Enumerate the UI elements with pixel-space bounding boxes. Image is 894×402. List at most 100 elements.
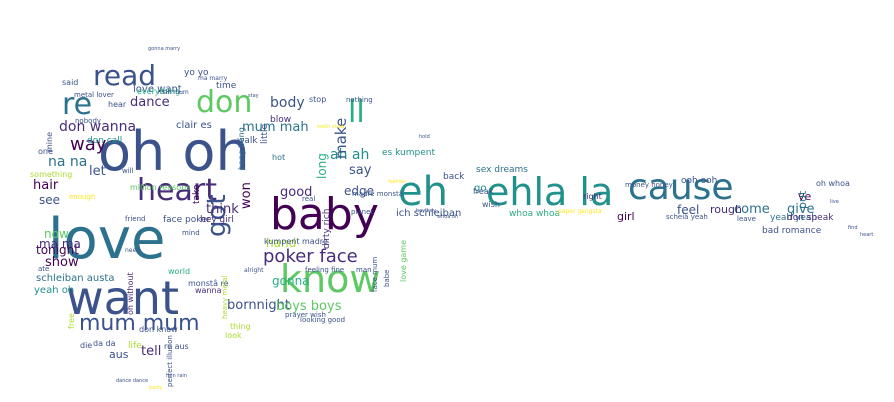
word-schleiban-austa: schleiban austa [36, 273, 115, 284]
word-es-kumpent: es kumpent [382, 148, 435, 158]
word-fashion: fashion [388, 179, 407, 185]
word-ehla-la: ehla la [486, 170, 614, 214]
word-re-aus: re aus [164, 342, 189, 351]
word-now: now [44, 227, 69, 241]
word-face-poker: face poker [163, 215, 211, 225]
word-hair: hair [33, 178, 59, 193]
word-put: put [796, 190, 809, 209]
word-hey-girl: hey girl [200, 215, 234, 225]
word-wanna: wanna [195, 286, 222, 295]
word-rough: rough [710, 203, 742, 216]
word-find: find [848, 225, 858, 231]
word-nothing: nothing [346, 96, 373, 104]
word-real: real [302, 195, 316, 203]
word-know: know [280, 257, 381, 301]
word-monst-re: monstâ re [188, 279, 229, 288]
word-tell: tell [141, 344, 162, 359]
word-ate: ate [38, 265, 50, 273]
word-alright: alright [244, 267, 264, 274]
word-life: life [128, 341, 142, 351]
word-die: die [80, 341, 93, 350]
word-love-game: love game [399, 239, 408, 282]
word-stay: stay [248, 93, 259, 99]
word-love-want: love want [133, 84, 182, 95]
word-party: party [149, 385, 163, 391]
word-love: love [48, 207, 166, 272]
word-show: show [45, 255, 79, 270]
word-whoa-whoa: whoa whoa [509, 209, 561, 219]
word-take: take [192, 184, 202, 204]
word-perfect-illusion: perfect illusion [166, 335, 174, 387]
word-paper-gangsta: paper gangsta [558, 208, 602, 215]
word-ma-marry: ma marry [198, 75, 228, 82]
word-give: give [787, 202, 815, 217]
word-heavy-metal: heavy metal [221, 275, 229, 319]
word-say: say [349, 163, 372, 178]
word-metal-lover: metal lover [74, 91, 114, 99]
word-clair-es: clair es [176, 120, 212, 131]
word-stop: stop [309, 95, 327, 104]
word-teeth-show: teeth show [317, 124, 345, 130]
word-eh: eh [398, 169, 448, 215]
word-baby: baby [270, 189, 379, 240]
word-good: good [280, 185, 313, 200]
word-heart: heart [137, 173, 217, 208]
word-poker-face: poker face [263, 246, 358, 267]
word-yo-yo: yo yo [184, 68, 209, 78]
word-body: body [270, 95, 305, 111]
word-gonna-marry: gonna marry [148, 46, 181, 52]
word-back: back [443, 172, 465, 182]
word-mah-mum: mah mum [158, 89, 189, 96]
word-everything: everything [137, 87, 181, 96]
word-freak: freak [473, 187, 494, 196]
word-let: let [89, 164, 106, 179]
word-re: re [62, 87, 93, 122]
word-one: one [38, 147, 53, 156]
word-don-call: don call [87, 136, 123, 146]
word-little: little [260, 123, 270, 144]
word-million-reasons: million reasons [130, 183, 191, 192]
word-ooh-ooh: ooh ooh [681, 176, 718, 186]
word-walk: walk [237, 136, 258, 146]
word-dance: dance [130, 95, 170, 110]
word-won: won [239, 182, 254, 209]
word-enough: enough [69, 193, 96, 201]
word-kumpent-madre: kumpent madre [264, 237, 328, 246]
word-mind: mind [182, 229, 200, 237]
word-hold: hold [419, 134, 430, 140]
word-said: said [62, 78, 79, 87]
word-wish: wish [482, 200, 501, 209]
word-don-wanna: don wanna [59, 119, 137, 135]
word-right: right [583, 192, 602, 201]
word-long: long [315, 153, 329, 179]
word-na-na: na na [48, 154, 88, 170]
word-read: read [93, 59, 157, 92]
word-boys-boys: boys boys [276, 299, 342, 314]
word-oh-oh: oh oh [98, 120, 250, 183]
word-mum-mah: mum mah [242, 120, 309, 135]
word-live: live [830, 199, 839, 205]
word-hand: hand [266, 236, 297, 250]
word-see: see [39, 193, 61, 207]
word-babe: babe [383, 269, 391, 287]
word-bang-bang: bang bang [237, 127, 246, 170]
word-ve: ve [798, 190, 812, 203]
word-ma-ma: ma ma [39, 237, 81, 251]
word-tonight: tonight [36, 243, 79, 257]
word-want: want [66, 271, 180, 325]
word-bad-romance: bad romance [762, 226, 822, 236]
word-way: way [70, 134, 107, 155]
word-bornnight: bornnight [227, 298, 291, 313]
word-cause: cause [628, 167, 734, 208]
word-yeah-oh: yeah oh [34, 285, 75, 296]
word-world: world [168, 267, 191, 276]
word-man: man [356, 266, 372, 274]
word-looking-good: looking good [300, 316, 346, 324]
word-gonna: gonna [272, 274, 310, 288]
word-time: time [216, 81, 237, 91]
word-hey-hey: hey hey [416, 208, 436, 214]
word-edge: edge [344, 184, 374, 198]
word-something: something [30, 170, 73, 179]
word-don-know: don know [139, 325, 178, 334]
